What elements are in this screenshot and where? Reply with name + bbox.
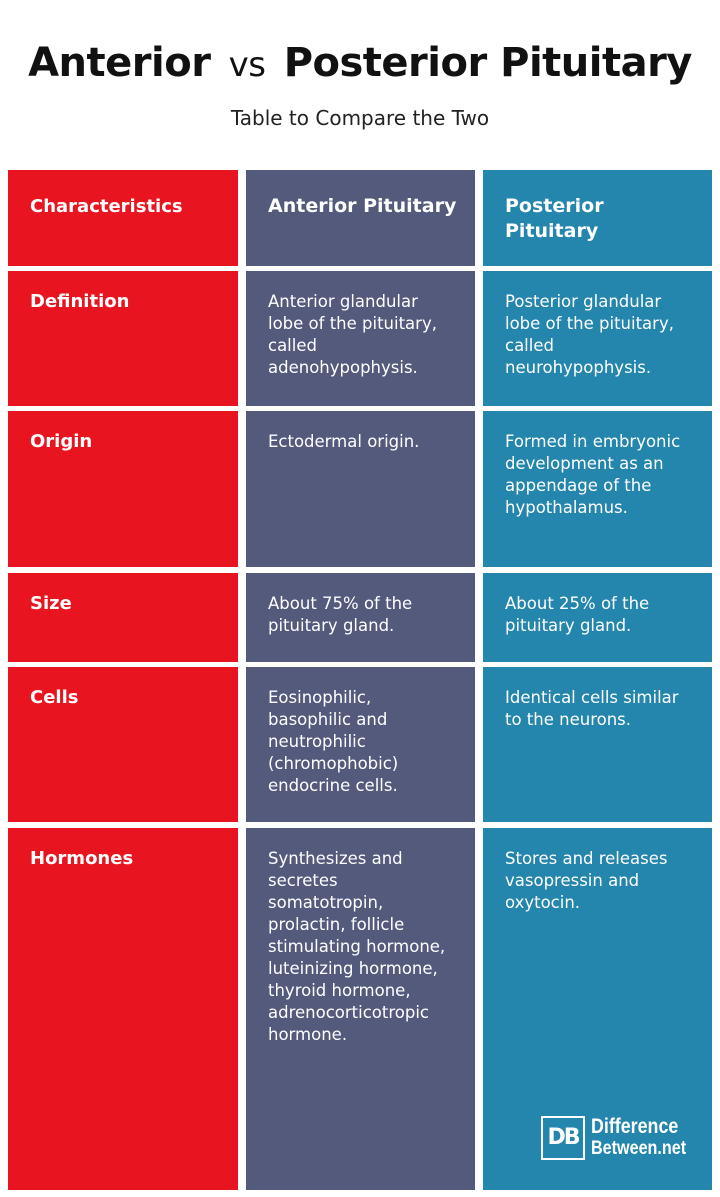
differencebetween-logo: DB Difference Between.net xyxy=(541,1114,701,1164)
page-title: Anterior vs Posterior Pituitary xyxy=(0,40,720,86)
cell-size-posterior: About 25% of the pituitary gland. xyxy=(483,573,712,662)
cell-origin-posterior: Formed in embryonic development as an ap… xyxy=(483,411,712,567)
title-vs: vs xyxy=(228,45,266,85)
cell-definition-anterior: Anterior glandular lobe of the pituitary… xyxy=(246,271,475,406)
title-posterior: Posterior Pituitary xyxy=(283,40,693,86)
row-label-cells: Cells xyxy=(8,667,238,822)
header-characteristics: Characteristics xyxy=(8,170,238,266)
row-label-origin: Origin xyxy=(8,411,238,567)
logo-text-between: Between.net xyxy=(591,1138,687,1159)
row-label-definition: Definition xyxy=(8,271,238,406)
cell-hormones-posterior: Stores and releases vasopressin and oxyt… xyxy=(483,828,712,1190)
row-label-hormones: Hormones xyxy=(8,828,238,1190)
header-posterior: Posterior Pituitary xyxy=(483,170,712,266)
header-anterior: Anterior Pituitary xyxy=(246,170,475,266)
cell-cells-anterior: Eosinophilic, basophilic and neutrophili… xyxy=(246,667,475,822)
cell-cells-posterior: Identical cells similar to the neurons. xyxy=(483,667,712,822)
title-anterior: Anterior xyxy=(28,40,211,86)
cell-origin-anterior: Ectodermal origin. xyxy=(246,411,475,567)
logo-text-difference: Difference xyxy=(591,1115,679,1138)
cell-hormones-anterior: Synthesizes and secretes somatotropin, p… xyxy=(246,828,475,1190)
row-label-size: Size xyxy=(8,573,238,662)
cell-size-anterior: About 75% of the pituitary gland. xyxy=(246,573,475,662)
page-subtitle: Table to Compare the Two xyxy=(230,106,490,130)
cell-definition-posterior: Posterior glandular lobe of the pituitar… xyxy=(483,271,712,406)
db-logo-mark: DB xyxy=(541,1116,585,1160)
